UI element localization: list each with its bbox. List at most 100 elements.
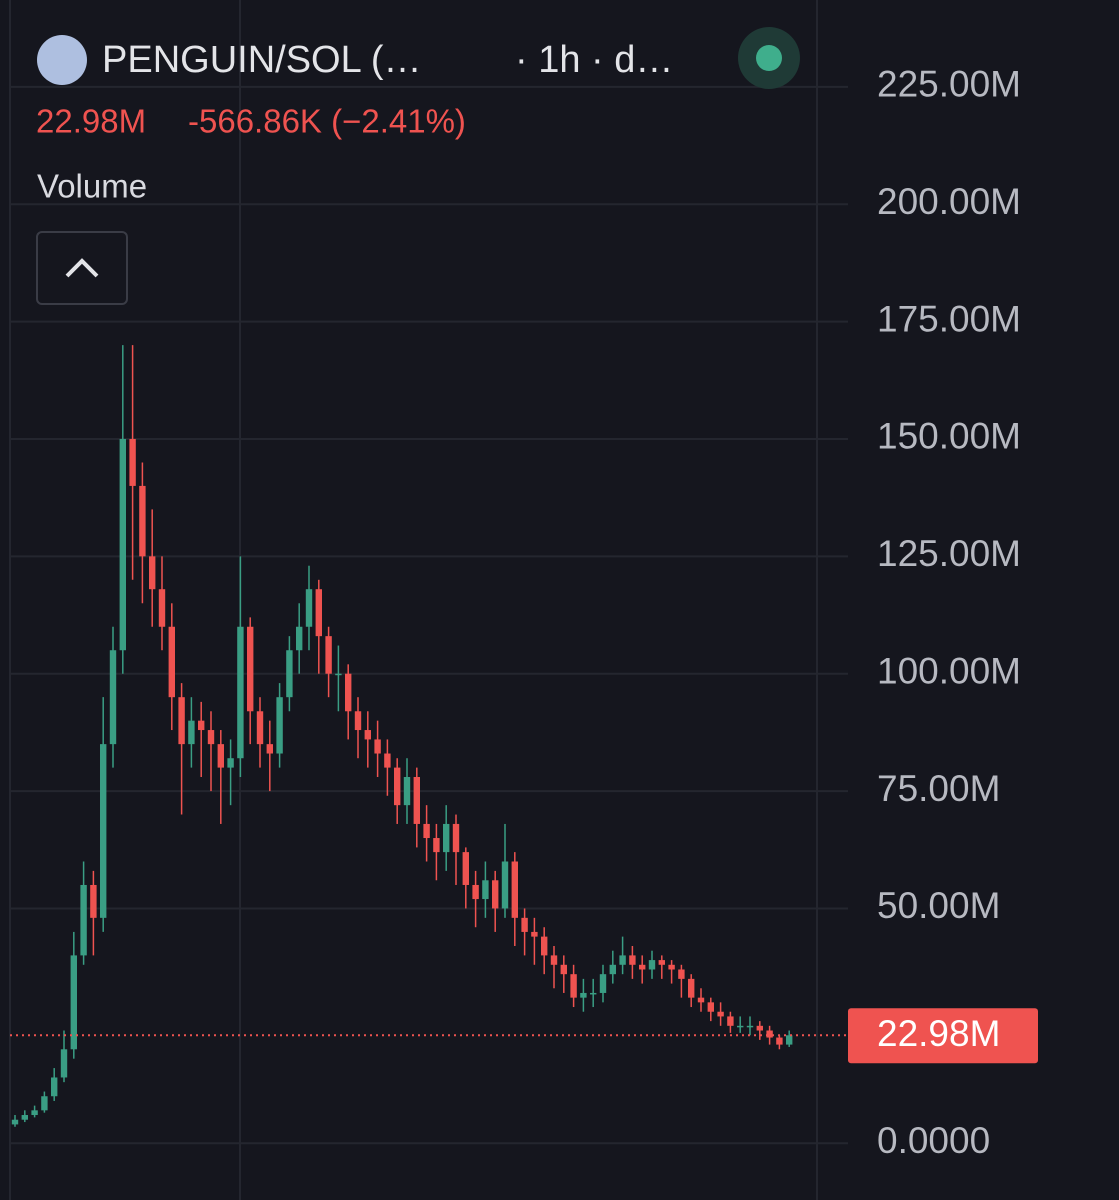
candle-body (541, 936, 548, 956)
y-tick-label: 150.00M (877, 416, 1021, 457)
candle-body (697, 997, 705, 1003)
candle-body (51, 1077, 58, 1097)
symbol[interactable]: PENGUIN/SOL (… (102, 39, 422, 81)
candle-body (31, 1110, 38, 1116)
candle-body (717, 1011, 724, 1017)
candle-body (70, 955, 77, 1050)
candle-body (570, 974, 577, 998)
candle-body (462, 852, 469, 885)
collapse-button[interactable] (36, 231, 128, 305)
candle-body (188, 720, 195, 745)
candle-body (129, 438, 136, 486)
candle-body (237, 626, 244, 759)
candle-body (668, 964, 675, 970)
price-tag-label: 22.98M (877, 1013, 1000, 1054)
candle-body (413, 776, 420, 824)
candle-body (119, 438, 126, 651)
interval[interactable]: · 1h · d… (515, 39, 673, 81)
candle-body (599, 974, 607, 993)
candle-body (737, 1025, 744, 1028)
candle-body (433, 838, 440, 853)
candle-body (90, 884, 97, 918)
candle-body (247, 626, 254, 712)
candle-body (423, 823, 430, 839)
candle-body (501, 861, 509, 909)
candle-body (227, 758, 234, 768)
candle-body (619, 955, 626, 965)
candle-body (648, 960, 656, 970)
candle-body (296, 626, 303, 651)
candle-body (707, 1002, 714, 1012)
candle-body (149, 556, 156, 590)
candle-body (286, 650, 293, 698)
candle-body (590, 992, 597, 995)
candle-body (452, 823, 460, 853)
y-tick-label: 50.00M (877, 885, 1000, 926)
candle-body (100, 744, 107, 918)
candle-body (658, 960, 665, 965)
candle-body (678, 969, 685, 979)
y-tick-label: 225.00M (877, 64, 1021, 105)
status-dot (756, 45, 782, 71)
y-tick-label: 175.00M (877, 298, 1021, 339)
price: 22.98M (36, 103, 146, 140)
candle-body (276, 697, 283, 754)
plot (10, 85, 848, 1145)
candle-body (109, 650, 117, 745)
candle-body (403, 776, 411, 806)
candle-body (11, 1119, 19, 1125)
candle-body (41, 1096, 48, 1111)
candle-body (168, 626, 175, 698)
y-tick-label: 100.00M (877, 650, 1021, 691)
y-tick-label: 0.0000 (877, 1120, 990, 1161)
candle-body (580, 992, 587, 998)
candle-body (786, 1035, 793, 1045)
candle-body (305, 589, 313, 627)
candle-body (158, 589, 166, 627)
candle-body (207, 730, 215, 745)
candle-body (746, 1025, 754, 1028)
candle-body (384, 753, 391, 768)
y-tick-label: 75.00M (877, 768, 1000, 809)
candle-body (766, 1030, 773, 1038)
candle-body (756, 1025, 763, 1031)
candle-body (178, 697, 185, 745)
candle-body (609, 964, 616, 975)
candle-body (198, 720, 205, 731)
candle-body (60, 1049, 68, 1078)
candle-body (354, 711, 362, 731)
candle-body (364, 730, 371, 740)
chevron (65, 258, 99, 278)
candle-body (335, 673, 342, 676)
candle-body (776, 1037, 783, 1045)
candle-body (315, 589, 322, 637)
change: -566.86K (−2.41%) (188, 103, 466, 140)
candle-body (550, 955, 558, 965)
candle-body (492, 880, 499, 909)
candle-body (394, 767, 401, 806)
candle-body (629, 955, 636, 965)
candle-body (727, 1016, 734, 1026)
candle-body (325, 636, 332, 674)
candle-body (472, 884, 479, 900)
candle-body (560, 964, 567, 975)
candle-body (266, 744, 273, 754)
candle-body (531, 931, 538, 937)
candle-body (217, 744, 224, 768)
candle-body (521, 917, 528, 932)
y-tick-label: 200.00M (877, 181, 1021, 222)
candle-body (639, 964, 646, 970)
y-tick-label: 125.00M (877, 533, 1021, 574)
candle-body (374, 739, 381, 754)
candle-body (443, 823, 450, 853)
candle-body (482, 880, 489, 900)
candle-body (511, 861, 518, 918)
candle-body (21, 1115, 28, 1120)
candle-body (139, 485, 146, 557)
candle-body (256, 711, 264, 745)
candle-body (688, 978, 695, 998)
token-icon (37, 35, 87, 85)
